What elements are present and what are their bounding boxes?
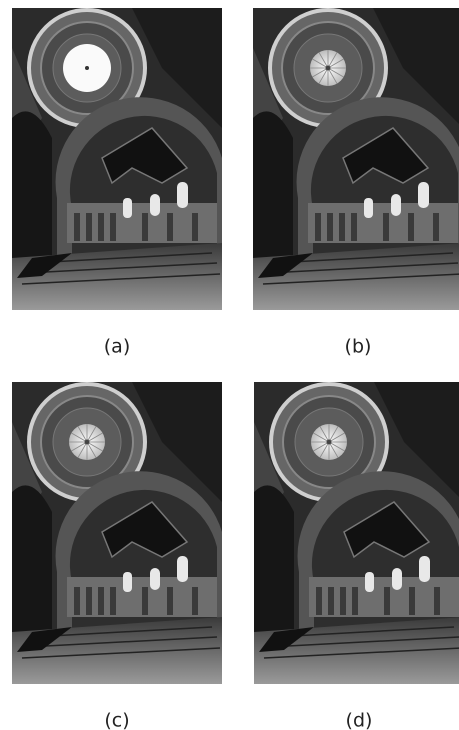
- figure: (a) (b) (c) (d): [0, 0, 459, 730]
- panel: (a): [12, 8, 222, 358]
- dome-center: [327, 440, 332, 445]
- figure-canvas: (a) (b) (c) (d): [0, 0, 459, 730]
- dome-center: [85, 66, 89, 70]
- photo: [254, 382, 459, 684]
- panel-label: (a): [104, 336, 130, 358]
- panel-label: (d): [346, 710, 373, 730]
- photo: [12, 382, 222, 684]
- panel: (d): [254, 382, 459, 730]
- dome-center: [326, 66, 331, 71]
- dome-center: [85, 440, 90, 445]
- panel: (c): [12, 382, 222, 730]
- photo: [253, 8, 459, 310]
- panel-label: (c): [104, 710, 129, 730]
- panel: (b): [253, 8, 459, 358]
- photo: [12, 8, 222, 310]
- panel-label: (b): [345, 336, 372, 358]
- panels: (a) (b) (c) (d): [12, 8, 459, 730]
